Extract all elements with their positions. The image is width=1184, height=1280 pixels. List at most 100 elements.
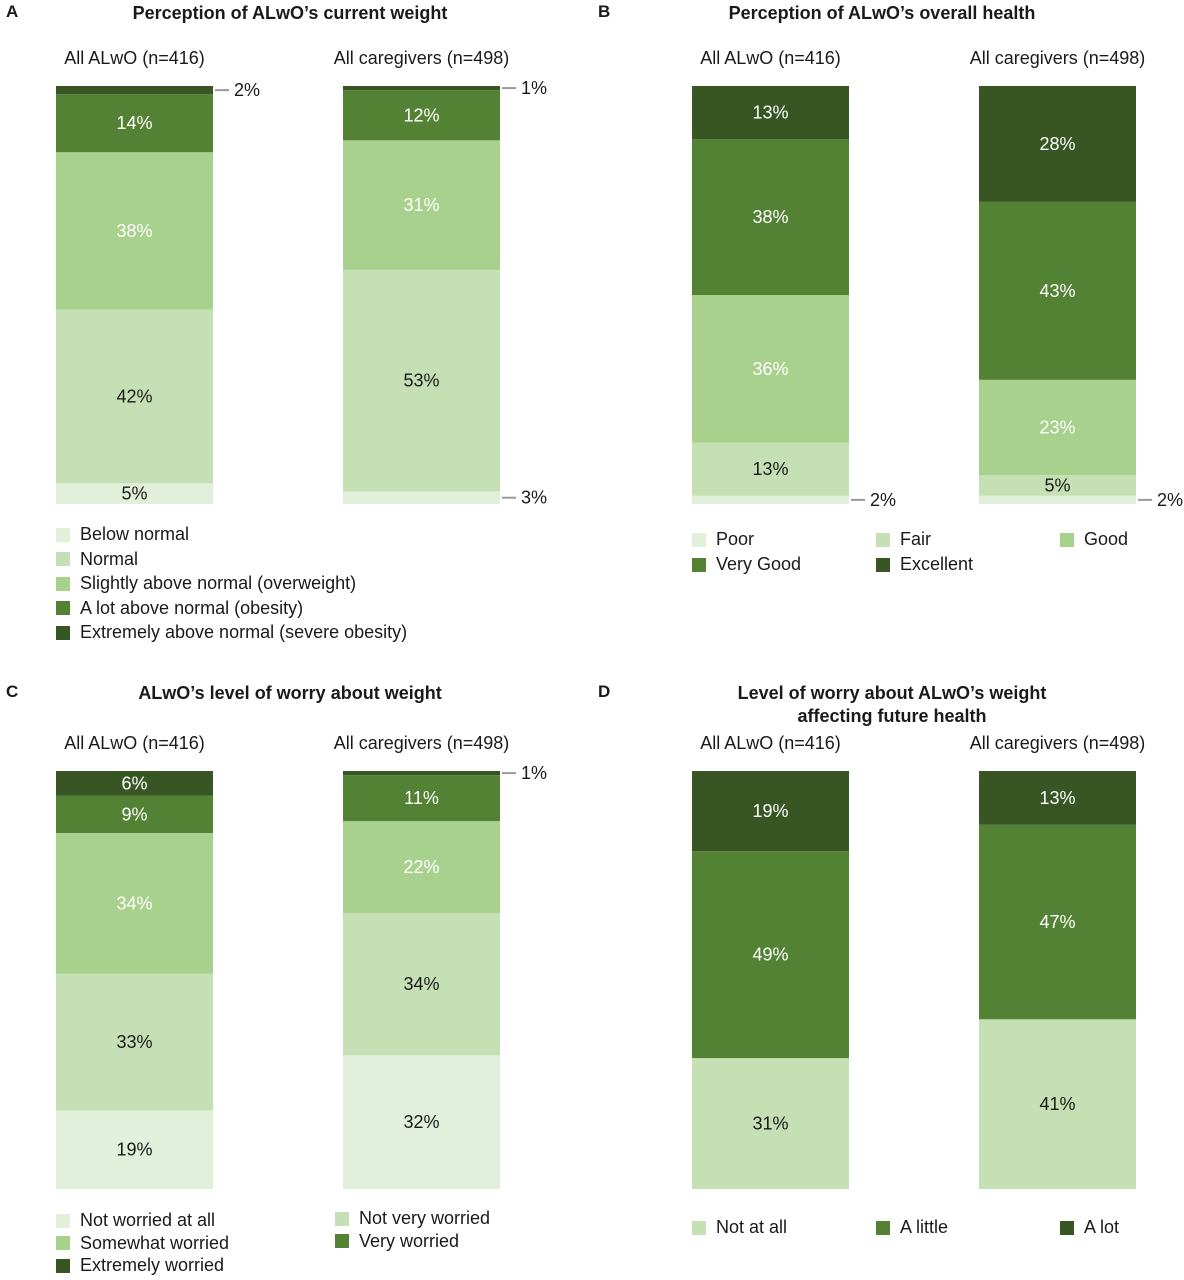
data-label: 2%: [870, 490, 896, 510]
bar-segment: [692, 86, 849, 140]
legend-swatch: [56, 576, 70, 591]
bar-segment: [56, 1110, 213, 1189]
bar-segment: [56, 771, 213, 796]
bar-segment: [979, 201, 1136, 380]
legend-swatch: [56, 527, 70, 542]
data-label: 1%: [521, 763, 547, 783]
bar-segment: [692, 442, 849, 496]
data-label: 9%: [121, 804, 147, 824]
legend-label: Very Good: [716, 554, 802, 574]
data-label: 32%: [403, 1112, 439, 1132]
data-label: 6%: [121, 773, 147, 793]
legend-label: A little: [900, 1217, 949, 1237]
legend-item: Not very worried: [335, 1208, 490, 1229]
legend-item: Fair: [876, 529, 931, 550]
legend-item: Very worried: [335, 1231, 459, 1252]
data-label: 19%: [116, 1140, 152, 1160]
legend-swatch: [876, 557, 890, 572]
data-label: 33%: [116, 1032, 152, 1052]
bar-segment: [979, 495, 1136, 504]
legend-swatch: [692, 532, 706, 547]
panel-letter: A: [6, 2, 19, 21]
panel-a: All ALwO (n=416) 5% 42% 38% 14% 2% All caregiv…: [0, 0, 592, 680]
bar-segment: [343, 491, 500, 504]
bar-segment: [979, 771, 1136, 825]
legend-item: Extremely above normal (severe obesity): [56, 622, 407, 643]
data-label: 38%: [116, 221, 152, 241]
legend-swatch: [56, 1213, 70, 1228]
legend-item: Not worried at all: [56, 1210, 215, 1231]
bar-segment: [979, 379, 1136, 476]
bar-segment: [56, 152, 213, 310]
bar-segment: [343, 913, 500, 1056]
bar-segment: [343, 771, 500, 776]
data-label: 5%: [121, 484, 147, 504]
legend-label: Good: [1084, 529, 1129, 549]
data-label: 41%: [1039, 1094, 1075, 1114]
data-label: 31%: [403, 195, 439, 215]
chart-title: ALwO’s level of worry about weight: [138, 683, 442, 703]
category-label: All caregivers (n=498): [970, 733, 1146, 753]
legend-item: Normal: [56, 549, 138, 570]
panel-b: All ALwO (n=416) 2% 13% 36% 38% 13% All caregi…: [592, 0, 1184, 680]
data-label: 19%: [752, 801, 788, 821]
chart-title: Perception of ALwO’s current weight: [132, 3, 448, 23]
panel-c: All ALwO (n=416) 19% 33% 34% 9% 6% All caregiv…: [0, 680, 592, 1280]
legend-item: Below normal: [56, 524, 189, 545]
data-label: 49%: [752, 945, 788, 965]
data-label: 28%: [1039, 134, 1075, 154]
legend-item: Extremely worried: [56, 1255, 224, 1276]
legend-swatch: [56, 1258, 70, 1273]
panel-letter: D: [598, 682, 611, 701]
legend-label: A lot above normal (obesity): [80, 597, 304, 618]
data-label: 34%: [403, 974, 439, 994]
legend-item: Poor: [692, 529, 754, 550]
legend-label: Very worried: [359, 1230, 460, 1251]
bar-segment: [343, 821, 500, 914]
legend-swatch: [1060, 1220, 1074, 1235]
legend-label: Somewhat worried: [80, 1232, 230, 1253]
bar-segment: [56, 309, 213, 484]
legend-label: Fair: [900, 529, 931, 549]
category-label: All ALwO (n=416): [64, 48, 205, 68]
legend-swatch: [692, 557, 706, 572]
bar-segment: [692, 771, 849, 852]
legend-label: Slightly above normal (overweight): [80, 573, 357, 593]
category-label: All ALwO (n=416): [700, 733, 841, 753]
bar-segment: [692, 1058, 849, 1189]
bar-segment: [979, 1019, 1136, 1189]
data-label: 36%: [752, 359, 788, 379]
legend-label: Normal: [80, 548, 139, 569]
chart-d-plot: All ALwO (n=416) 31% 49% 19% All caregivers …: [692, 733, 1146, 1189]
data-label: 12%: [403, 105, 439, 125]
legend-swatch: [876, 1220, 890, 1235]
legend-item: Excellent: [876, 554, 973, 575]
data-label: 13%: [1039, 788, 1075, 808]
legend-label: A lot: [1084, 1217, 1120, 1237]
bar-segment: [343, 86, 500, 91]
legend-swatch: [335, 1234, 349, 1248]
bar-segment: [343, 1055, 500, 1189]
bar-segment: [56, 86, 213, 95]
legend-swatch: [56, 601, 70, 615]
bar-segment: [343, 90, 500, 141]
bar-segment: [343, 775, 500, 822]
data-label: 2%: [1157, 490, 1183, 510]
legend-item: A lot above normal (obesity): [56, 598, 303, 619]
data-label: 14%: [116, 113, 152, 133]
legend-label: Not very worried: [359, 1208, 491, 1228]
legend-item: A lot: [1060, 1217, 1119, 1238]
legend-label: Extremely above normal (severe obesity): [80, 622, 408, 642]
legend-item: Good: [1060, 529, 1128, 550]
data-label: 11%: [404, 788, 439, 808]
bar-segment: [343, 140, 500, 270]
legend-label: Poor: [716, 529, 755, 549]
legend-swatch: [56, 625, 70, 640]
legend-item: Very Good: [692, 554, 801, 575]
bar-segment: [343, 269, 500, 492]
legend-swatch: [1060, 532, 1074, 547]
panel-letter: B: [598, 2, 611, 21]
chart-title: Perception of ALwO’s overall health: [728, 3, 1036, 23]
category-label: All caregivers (n=498): [970, 48, 1146, 68]
chart-title: Level of worry about ALwO’s weight affec…: [737, 683, 1047, 726]
